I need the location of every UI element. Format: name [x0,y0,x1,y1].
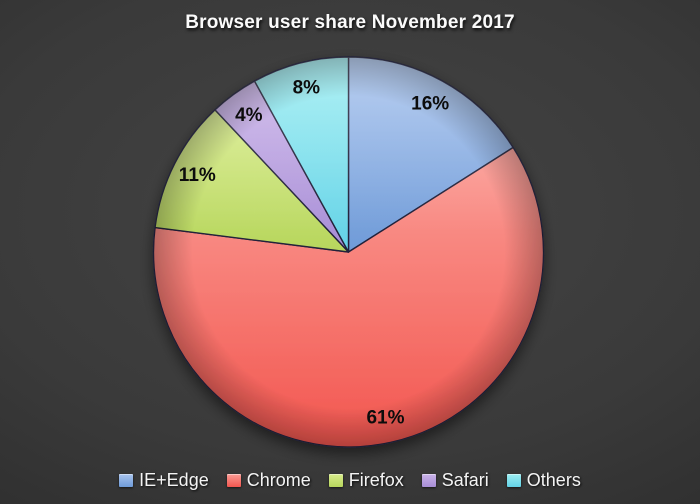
pie-slice-value-label: 11% [179,165,216,186]
legend-label: Chrome [246,470,311,490]
chart-title: Browser user share November 2017 [185,12,515,33]
legend-swatch-icon [421,474,436,487]
pie-slice-value-label: 61% [366,408,404,429]
legend-swatch-icon [328,474,343,487]
legend-item-firefox[interactable]: Firefox [328,470,404,491]
pie-slice-value-label: 4% [235,105,263,126]
pie-slice-value-label: 8% [293,78,321,99]
legend-swatch-icon [506,474,521,487]
legend-label: Others [526,470,581,490]
legend-item-safari[interactable]: Safari [421,470,489,491]
pie-slice-value-label: 16% [411,93,449,114]
legend-item-chrome[interactable]: Chrome [226,470,311,491]
legend-label: Firefox [348,470,404,490]
legend-label: IE+Edge [139,470,209,490]
legend-swatch-icon [226,474,241,487]
legend-swatch-icon [119,474,134,487]
legend: IE+Edge Chrome Firefox Safari Others [0,470,700,491]
legend-item-ie-edge[interactable]: IE+Edge [119,470,209,491]
legend-item-others[interactable]: Others [506,470,581,491]
legend-label: Safari [441,470,489,490]
